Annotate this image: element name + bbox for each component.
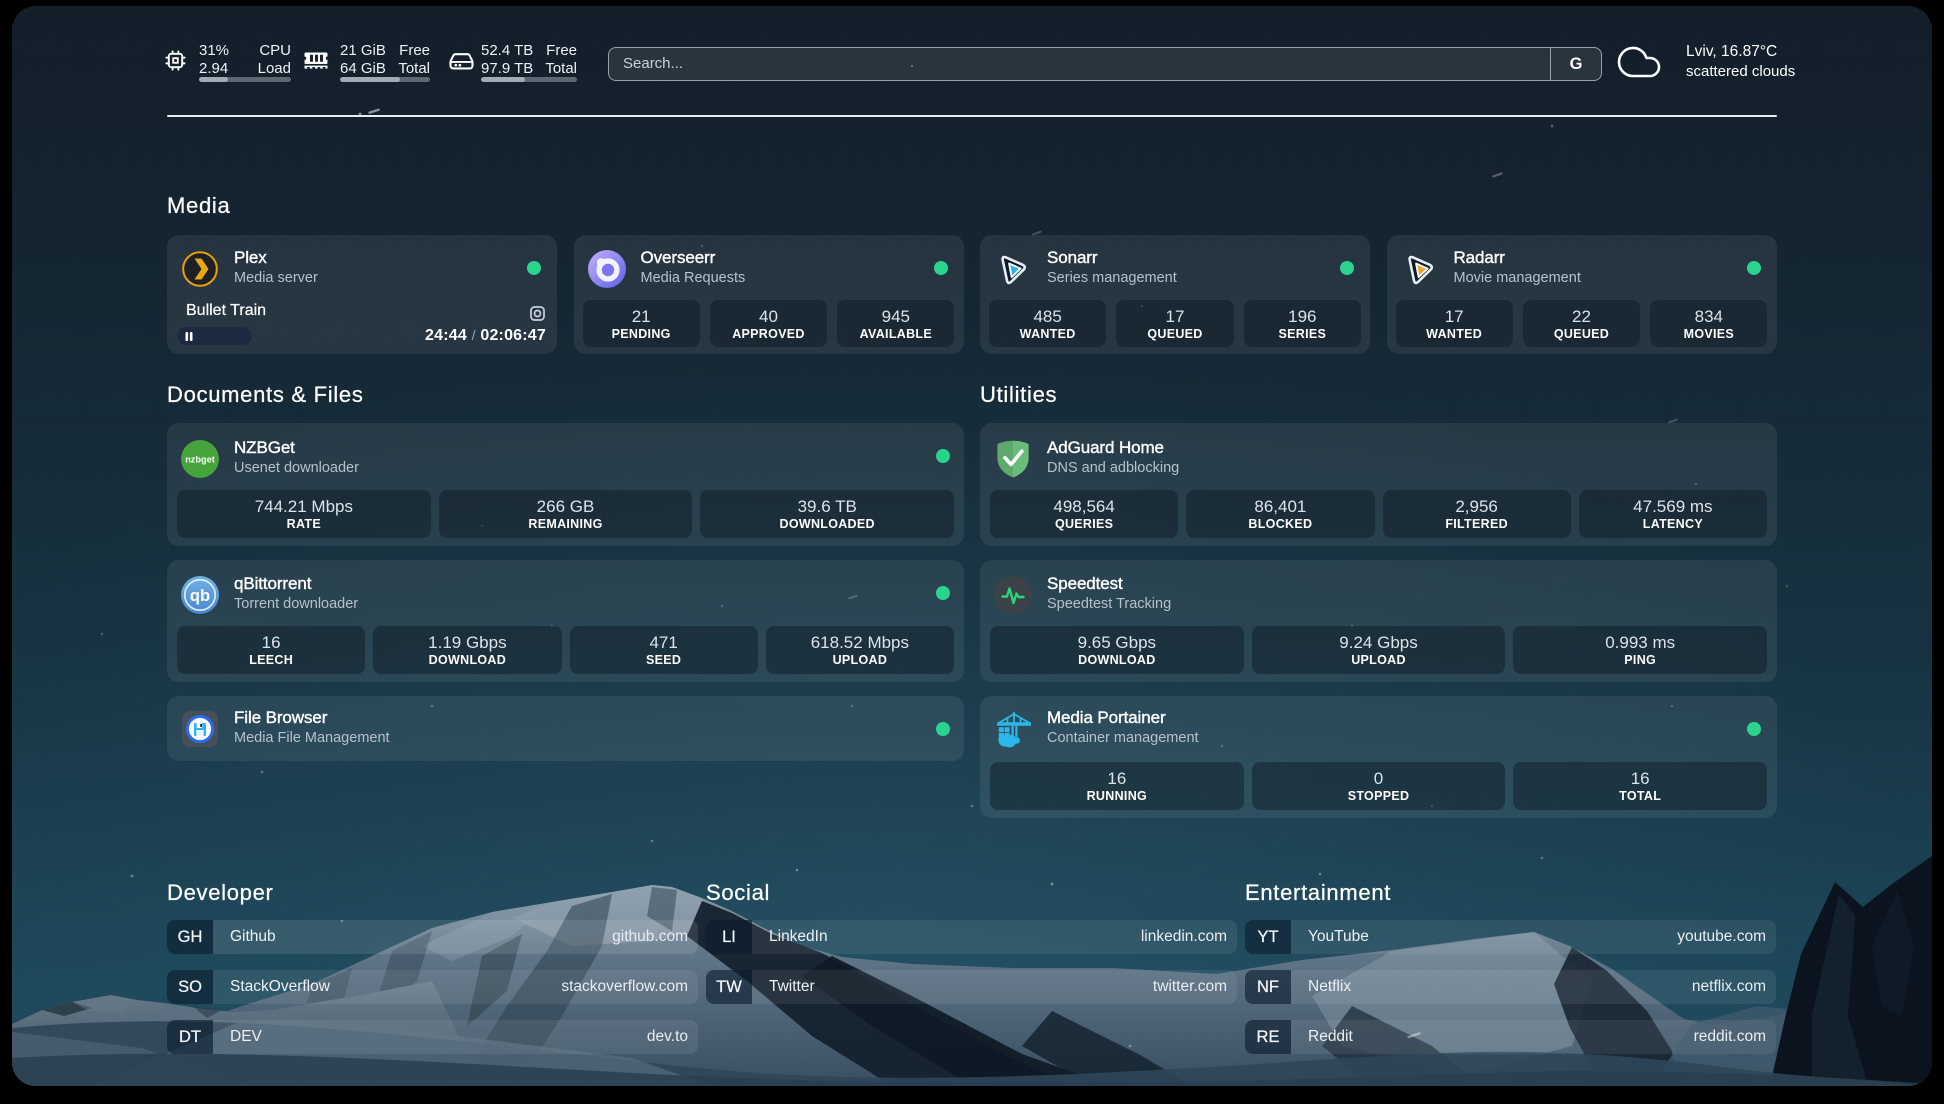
svg-text:qb: qb xyxy=(190,587,210,605)
svg-text:nzbget: nzbget xyxy=(185,455,215,465)
